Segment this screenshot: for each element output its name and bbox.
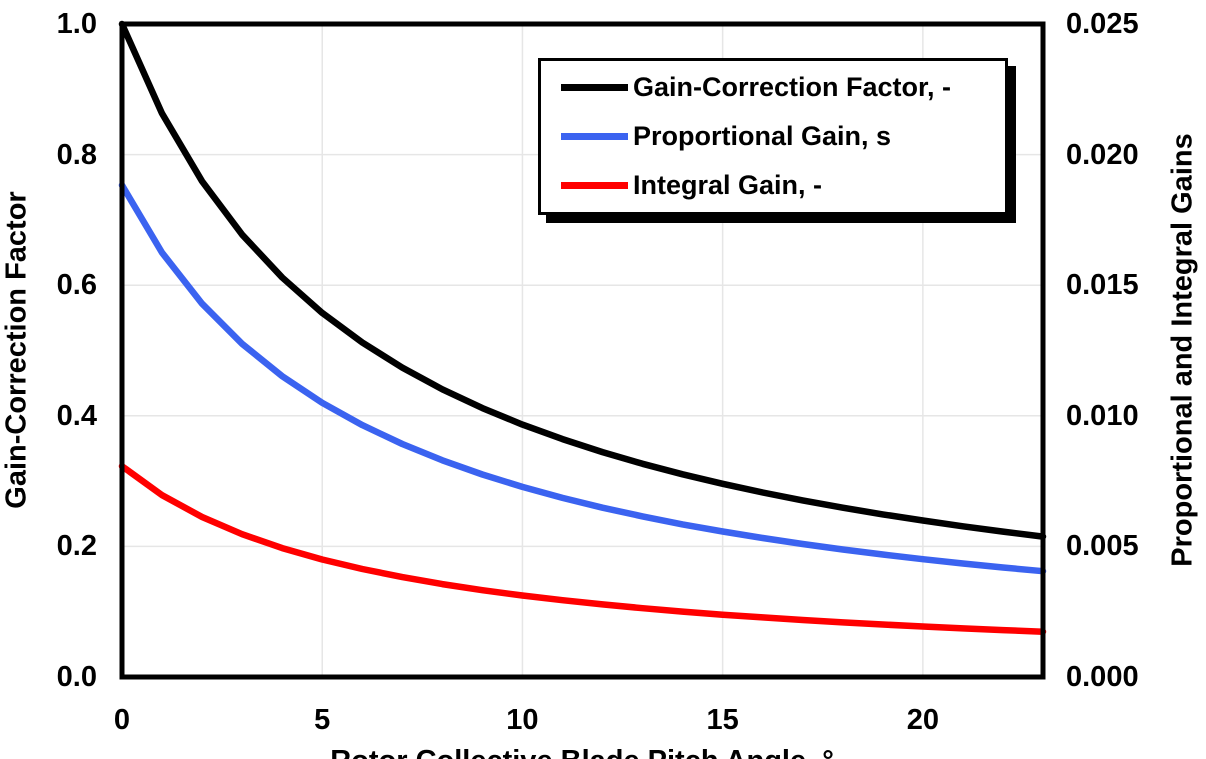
y-tick-label-left: 0.6 [56,269,97,302]
right-axis-title: Proportional and Integral Gains [1166,133,1199,567]
x-tick-label: 0 [113,704,131,736]
plot-frame [119,21,1046,680]
x-tick-label: 10 [506,704,539,736]
legend-line-sample [561,182,628,189]
series-gain-correction-factor [118,20,1047,540]
y-tick-label-right: 0.010 [1066,399,1139,432]
y-tick-label-right: 0.000 [1066,661,1139,693]
y-tick-label-left: 1.0 [56,8,97,40]
left-axis-title: Gain-Correction Factor [0,191,33,509]
legend-item-gain-correction-factor: Gain-Correction Factor, - [561,63,1005,112]
legend-item-proportional-gain: Proportional Gain, s [561,112,1005,161]
x-tick-label: 15 [706,704,739,736]
legend-line-sample [561,133,628,140]
y-tick-label-right: 0.025 [1066,8,1139,40]
legend-item-integral-gain: Integral Gain, - [561,161,1005,210]
x-tick-label: 5 [314,704,331,736]
series-integral-gain [118,462,1047,635]
legend-item-label: Integral Gain, - [633,170,823,200]
legend-item-label: Gain-Correction Factor, - [633,72,952,102]
x-tick-label: 20 [906,704,939,736]
legend: Gain-Correction Factor, - Proportional Ga… [538,58,1008,215]
legend-item-label: Proportional Gain, s [633,121,892,151]
series-proportional-gain [118,181,1047,575]
y-tick-label-left: 0.2 [56,530,97,563]
x-axis-title: Rotor Collective Blade Pitch Angle, ° [330,745,834,759]
y-tick-label-right: 0.020 [1066,138,1139,171]
y-tick-label-left: 0.0 [56,661,97,693]
y-tick-label-left: 0.4 [56,399,97,432]
y-tick-label-right: 0.005 [1066,530,1139,563]
y-tick-label-right: 0.015 [1066,269,1139,302]
y-tick-label-left: 0.8 [56,138,97,171]
legend-line-sample [561,84,628,91]
